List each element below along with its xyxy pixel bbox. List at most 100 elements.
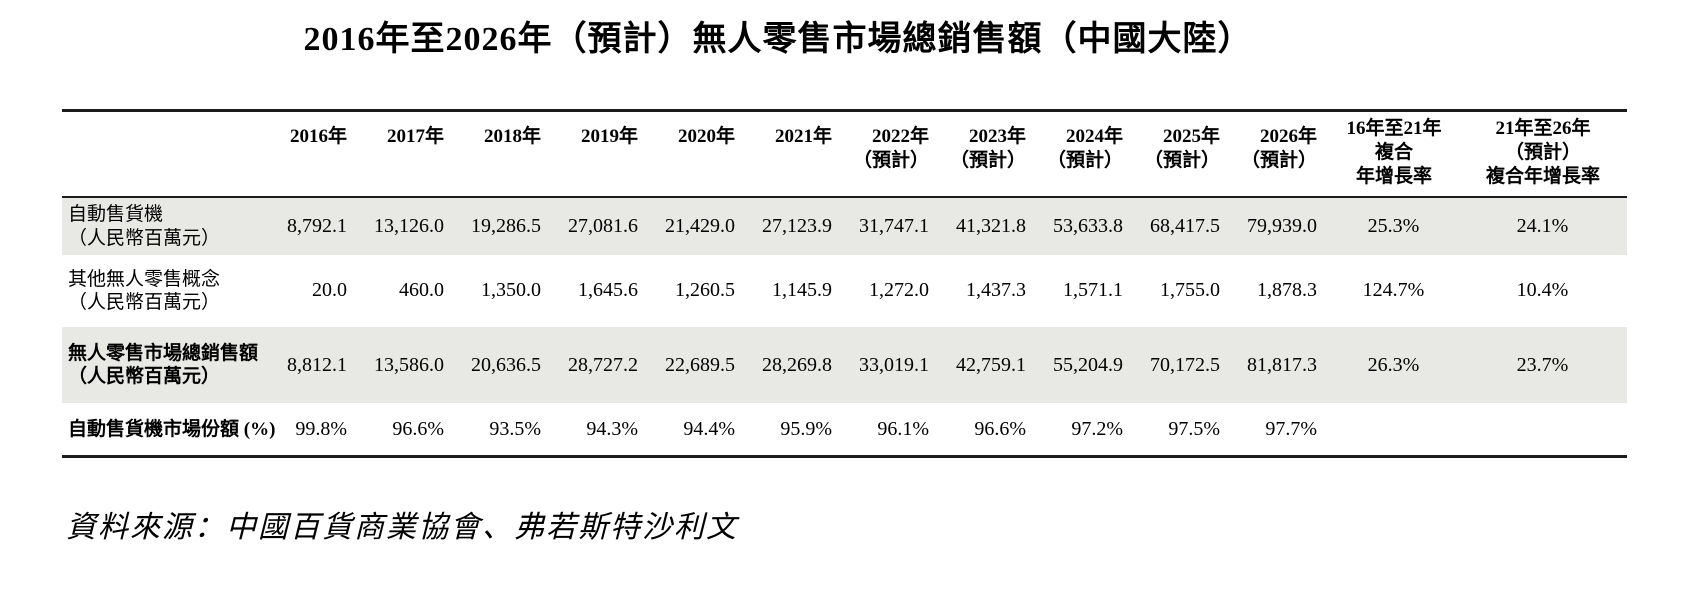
table-cell: 28,727.2 <box>568 353 638 376</box>
table-cell: 41,321.8 <box>956 215 1026 238</box>
column-header: 2022年 （預計） <box>844 111 941 198</box>
table-cell <box>1329 403 1459 456</box>
column-header-line: （預計） <box>1046 149 1123 171</box>
table-cell: 1,260.5 <box>675 279 735 302</box>
table-cell: 23.7% <box>1516 353 1569 376</box>
column-header-line: 16年至21年 <box>1346 118 1442 140</box>
table-cell: 13,586.0 <box>374 353 444 376</box>
table-cell: 93.5% <box>489 418 541 441</box>
column-header-line: 2021年 <box>774 126 832 148</box>
table-cell: 20,636.5 <box>471 353 541 376</box>
table-cell: 8,812.1 <box>287 353 347 376</box>
row-label-line: 自動售貨機 <box>68 204 164 226</box>
table-cell: 81,817.3 <box>1247 353 1317 376</box>
column-header-line: 2026年 <box>1259 126 1317 148</box>
table-cell: 28,269.8 <box>762 353 832 376</box>
column-header: 2020年 <box>650 111 747 198</box>
table-cell: 1,350.0 <box>481 279 541 302</box>
column-header-line: （預計） <box>949 149 1026 171</box>
column-header-line: 21年至26年 <box>1495 118 1591 140</box>
table-cell: 1,571.1 <box>1063 279 1123 302</box>
table-cell: 97.7% <box>1265 418 1317 441</box>
table-cell: 1,878.3 <box>1257 279 1317 302</box>
column-header: 2016年 <box>262 111 359 198</box>
report-page: 2016年至2026年（預計）無人零售市場總銷售額（中國大陸） 2016年 201… <box>0 20 1688 598</box>
column-header: 2019年 <box>553 111 650 198</box>
table-header: 2016年 2017年 2018年 2019年 2020年 2021年 2022年 （預計） 2… <box>62 111 1627 198</box>
row-label-line: 無人零售市場總銷售額 <box>68 343 259 365</box>
column-header: 2026年 （預計） <box>1232 111 1329 198</box>
unmanned-retail-sales-table: 2016年 2017年 2018年 2019年 2020年 2021年 2022年 （預計） 2… <box>62 109 1627 458</box>
table-cell: 96.6% <box>392 418 444 441</box>
table-cell: 25.3% <box>1367 215 1420 238</box>
column-header: 2023年 （預計） <box>941 111 1038 198</box>
table-cell: 55,204.9 <box>1053 353 1123 376</box>
table-cell: 94.3% <box>586 418 638 441</box>
row-label: 其他無人零售概念 （人民幣百萬元） <box>62 255 262 327</box>
column-header: 16年至21年 複合 年增長率 <box>1329 111 1459 198</box>
table-cell: 13,126.0 <box>374 215 444 238</box>
column-header: 2024年 （預計） <box>1038 111 1135 198</box>
table-cell: 79,939.0 <box>1247 215 1317 238</box>
table-cell: 1,145.9 <box>772 279 832 302</box>
column-header-line: 2018年 <box>483 126 541 148</box>
table-cell: 68,417.5 <box>1150 215 1220 238</box>
column-header-line: 2020年 <box>677 126 735 148</box>
table-body: 自動售貨機 （人民幣百萬元） 8,792.1 13,126.0 19,286.5 27,0… <box>62 197 1627 456</box>
table-cell: 95.9% <box>780 418 832 441</box>
table-cell: 70,172.5 <box>1150 353 1220 376</box>
row-label-line: （人民幣百萬元） <box>68 227 221 249</box>
row-label: 自動售貨機市場份額 (%) <box>62 403 276 456</box>
source-note: 資料來源：中國百貨商業協會、弗若斯特沙利文 <box>66 510 738 544</box>
table-cell: 33,019.1 <box>859 353 929 376</box>
table-row: 無人零售市場總銷售額 （人民幣百萬元） 8,812.1 13,586.0 20,636.… <box>62 327 1627 404</box>
table-cell: 460.0 <box>399 279 444 302</box>
row-label-line: 自動售貨機市場份額 (%) <box>68 419 276 441</box>
row-label-line: 其他無人零售概念 <box>68 268 221 290</box>
table-cell: 27,123.9 <box>762 215 832 238</box>
row-label: 自動售貨機 （人民幣百萬元） <box>62 197 262 254</box>
column-header-line: （預計） <box>1240 149 1317 171</box>
table-cell: 24.1% <box>1516 215 1569 238</box>
table-cell: 19,286.5 <box>471 215 541 238</box>
table-cell: 1,755.0 <box>1160 279 1220 302</box>
table-cell: 53,633.8 <box>1053 215 1123 238</box>
table-cell: 1,437.3 <box>966 279 1026 302</box>
table-cell: 21,429.0 <box>665 215 735 238</box>
column-header-line: （預計） <box>1143 149 1220 171</box>
table-cell: 26.3% <box>1367 353 1420 376</box>
column-header-line: 複合年增長率 <box>1485 165 1600 187</box>
column-header-line: 2017年 <box>386 126 444 148</box>
table-cell: 124.7% <box>1362 279 1425 302</box>
table-cell: 22,689.5 <box>665 353 735 376</box>
table-cell: 99.8% <box>295 418 347 441</box>
table-header-row: 2016年 2017年 2018年 2019年 2020年 2021年 2022年 （預計） 2… <box>62 111 1627 198</box>
row-label-line: （人民幣百萬元） <box>68 291 221 313</box>
row-label: 無人零售市場總銷售額 （人民幣百萬元） <box>62 327 262 403</box>
table-cell: 96.1% <box>877 418 929 441</box>
column-header-line: （預計） <box>1504 141 1581 163</box>
column-header-line: 2019年 <box>580 126 638 148</box>
column-header-line: 年增長率 <box>1355 165 1432 187</box>
table-cell: 1,645.6 <box>578 279 638 302</box>
table-cell: 31,747.1 <box>859 215 929 238</box>
column-header-line: 2022年 <box>871 126 929 148</box>
column-header-label-blank <box>62 111 262 198</box>
table-cell: 10.4% <box>1516 279 1569 302</box>
table-cell: 94.4% <box>683 418 735 441</box>
row-label-line: （人民幣百萬元） <box>68 366 221 388</box>
table-cell: 96.6% <box>974 418 1026 441</box>
column-header-line: 2024年 <box>1065 126 1123 148</box>
column-header-line: （預計） <box>852 149 929 171</box>
table-cell <box>1459 403 1627 456</box>
table-cell: 20.0 <box>312 279 347 302</box>
table-cell: 8,792.1 <box>287 215 347 238</box>
table-row: 自動售貨機市場份額 (%) 99.8% 96.6% 93.5% 94.3% 94.4% 95… <box>62 403 1627 456</box>
table-cell: 1,272.0 <box>869 279 929 302</box>
column-header: 2025年 （預計） <box>1135 111 1232 198</box>
table-cell: 42,759.1 <box>956 353 1026 376</box>
table-cell: 27,081.6 <box>568 215 638 238</box>
column-header: 2017年 <box>359 111 456 198</box>
table-row: 自動售貨機 （人民幣百萬元） 8,792.1 13,126.0 19,286.5 27,0… <box>62 197 1627 255</box>
page-title: 2016年至2026年（預計）無人零售市場總銷售額（中國大陸） <box>303 21 1253 58</box>
